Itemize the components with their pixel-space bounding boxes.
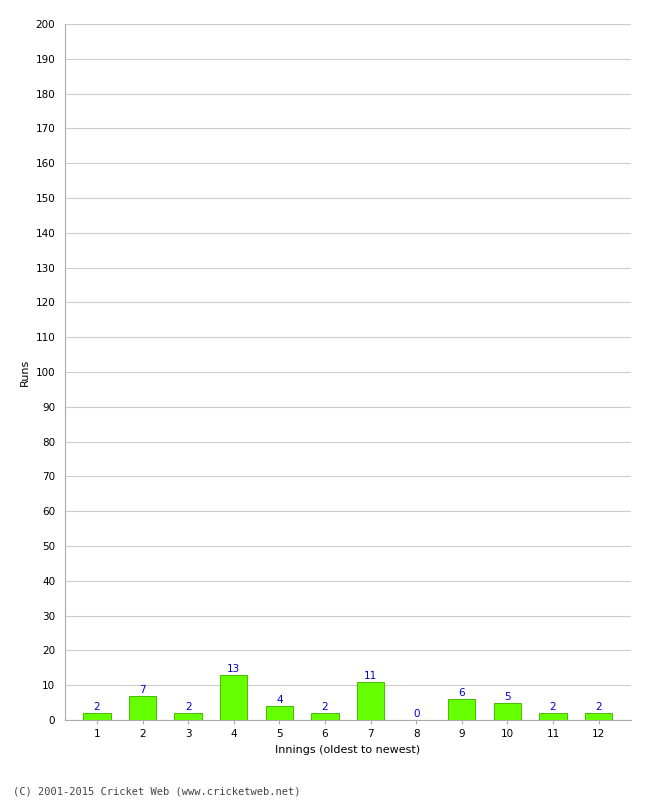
Bar [220, 674, 248, 720]
Text: 11: 11 [364, 670, 377, 681]
X-axis label: Innings (oldest to newest): Innings (oldest to newest) [275, 745, 421, 754]
Bar [83, 713, 111, 720]
Text: 2: 2 [595, 702, 602, 712]
Text: 13: 13 [227, 664, 240, 674]
Text: 2: 2 [550, 702, 556, 712]
Bar [357, 682, 384, 720]
Text: 7: 7 [139, 685, 146, 694]
Text: 4: 4 [276, 695, 283, 705]
Bar [311, 713, 339, 720]
Text: 0: 0 [413, 709, 419, 719]
Bar [174, 713, 202, 720]
Text: (C) 2001-2015 Cricket Web (www.cricketweb.net): (C) 2001-2015 Cricket Web (www.cricketwe… [13, 786, 300, 796]
Bar [585, 713, 612, 720]
Y-axis label: Runs: Runs [20, 358, 30, 386]
Bar [129, 696, 156, 720]
Text: 2: 2 [94, 702, 100, 712]
Text: 6: 6 [458, 688, 465, 698]
Bar [494, 702, 521, 720]
Bar [540, 713, 567, 720]
Text: 2: 2 [322, 702, 328, 712]
Text: 5: 5 [504, 691, 511, 702]
Bar [448, 699, 475, 720]
Text: 2: 2 [185, 702, 192, 712]
Bar [266, 706, 293, 720]
